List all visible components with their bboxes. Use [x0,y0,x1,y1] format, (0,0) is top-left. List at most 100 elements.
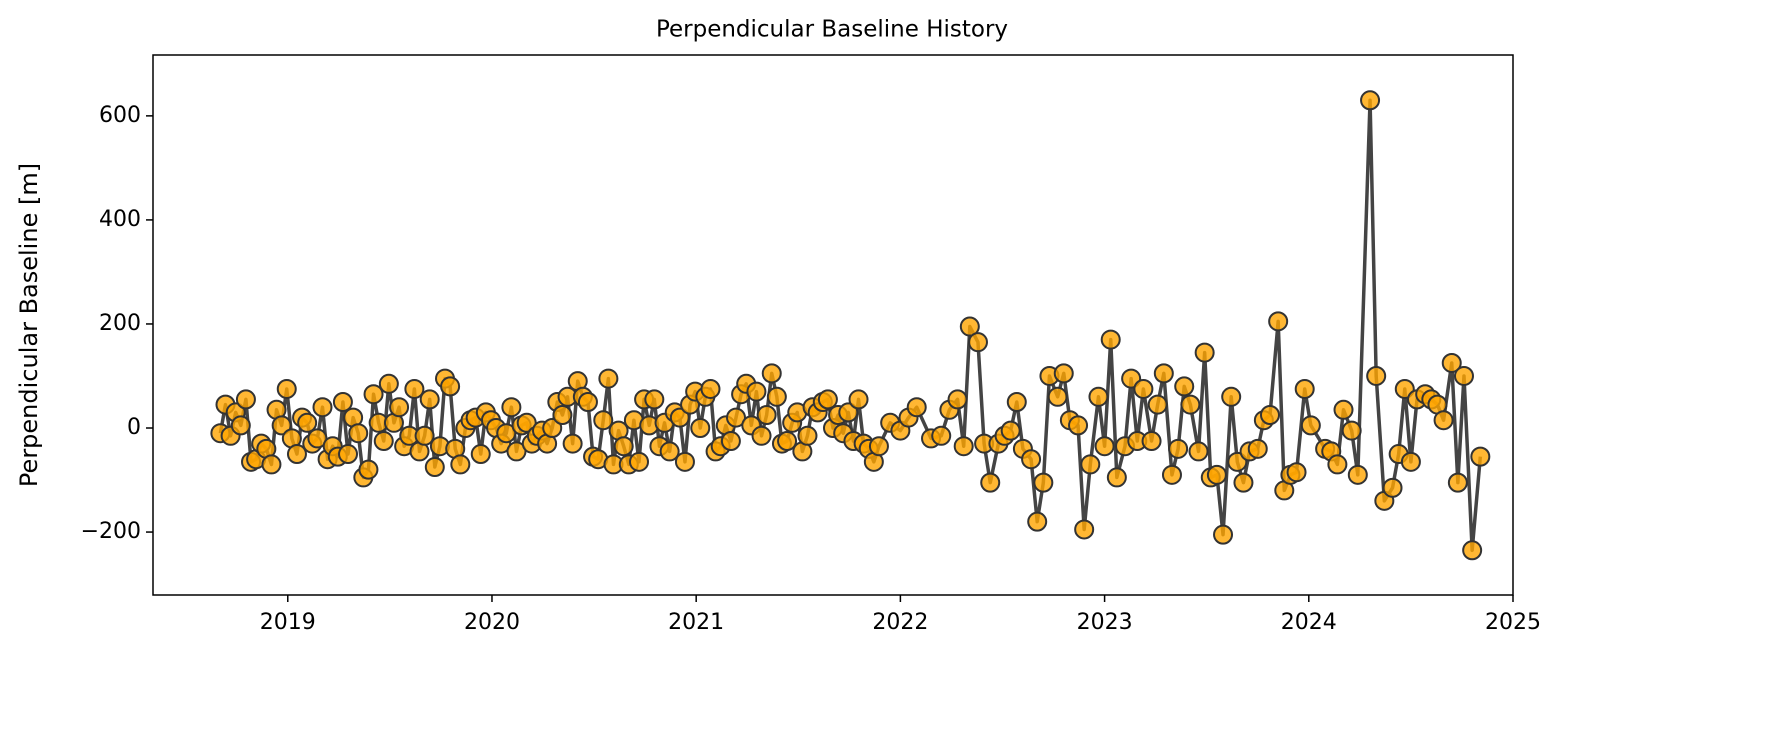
data-point [419,389,440,410]
data-point [848,389,869,410]
data-point [746,381,767,402]
data-point [1268,311,1289,332]
data-point [980,472,1001,493]
x-tick-label: 2022 [872,610,928,635]
data-point [1333,399,1354,420]
data-point [1161,464,1182,485]
x-tick-label: 2023 [1077,610,1133,635]
x-tick-label: 2024 [1281,610,1337,635]
data-point [838,402,859,423]
data-point [1300,415,1321,436]
data-point [1259,405,1280,425]
data-point [1286,462,1307,483]
data-point [1094,436,1115,457]
data-point [674,451,695,472]
data-point [659,441,680,462]
data-point [1327,454,1348,475]
data-point [613,436,634,457]
data-point [338,444,359,465]
data-point [1188,441,1209,462]
data-point [1453,365,1474,386]
data-point [404,378,425,399]
data-point [1106,467,1127,488]
data-point [1462,540,1483,561]
data-point [230,415,251,436]
x-tick-label: 2021 [668,610,724,635]
data-point [593,410,614,431]
data-point [348,423,369,444]
data-point [1206,464,1227,485]
data-point [1068,415,1089,436]
data-point [307,428,328,449]
data-point [797,425,818,446]
data-point [644,389,665,410]
data-point [414,425,435,446]
data-point [1341,420,1362,441]
data-point [552,405,573,425]
data-point [1006,391,1027,412]
data-point [1000,420,1021,441]
data-point [276,378,297,399]
data-point [598,368,619,389]
y-tick-label: 600 [99,103,141,128]
data-point [1047,386,1068,407]
data-point [1382,477,1403,498]
data-point [1294,378,1315,399]
data-point [931,425,952,446]
data-point [506,441,527,462]
data-point [450,454,471,475]
data-point [959,316,980,337]
data-point [1441,352,1462,373]
data-point [1180,394,1201,415]
data-point [424,457,445,478]
data-point [947,389,968,410]
data-point [1141,431,1162,452]
data-point [577,391,598,412]
data-point [906,397,927,418]
data-point [690,418,711,439]
data-point [777,431,798,452]
data-point [953,436,974,457]
y-tick-label: 200 [99,311,141,336]
data-point [363,384,384,405]
data-point [358,459,379,480]
data-point [1033,472,1054,493]
data-point [1133,378,1154,399]
data-point [756,405,777,425]
data-point [817,389,838,410]
data-point [271,415,292,436]
plot-frame [152,54,1514,596]
data-point [629,451,650,472]
data-point [542,418,563,439]
data-point [700,378,721,399]
x-tick-label: 2025 [1485,610,1541,635]
data-point [669,407,690,428]
data-point [261,454,282,475]
data-point [761,363,782,384]
y-tick-label: −200 [81,519,141,544]
data-point [312,397,333,418]
data-point [1053,363,1074,384]
data-point [332,391,353,412]
data-point [868,436,889,457]
data-point [1366,365,1387,386]
data-point [1213,524,1234,545]
data-point [1100,329,1121,350]
data-point [766,386,787,407]
y-tick-label: 400 [99,207,141,232]
data-point [516,412,537,433]
data-point [1153,363,1174,384]
data-point [297,412,318,433]
data-point [1221,386,1242,407]
data-point [373,431,394,452]
data-point [1247,438,1268,459]
data-point [1470,446,1491,467]
data-point [751,425,772,446]
data-point [501,397,522,418]
data-point [562,433,583,454]
data-point [1347,464,1368,485]
data-point [1027,511,1048,532]
data-point [440,376,461,397]
data-point [1168,438,1189,459]
